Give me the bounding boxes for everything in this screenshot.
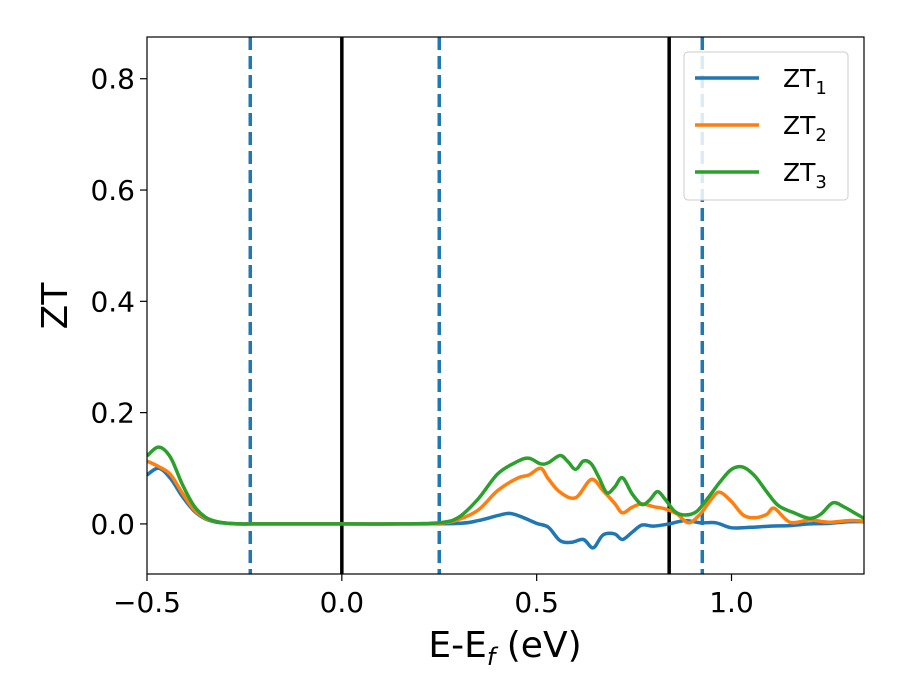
x-tick-label: 1.0 xyxy=(709,586,754,619)
x-axis-label: E-Ef (eV) xyxy=(428,625,581,671)
series-line-zt3 xyxy=(147,445,864,526)
y-tick-label: 0.6 xyxy=(90,174,135,207)
x-tick-label: 0.5 xyxy=(514,586,559,619)
y-tick-label: 0.2 xyxy=(90,397,135,430)
reference-lines xyxy=(248,37,705,574)
x-tick-label: −0.5 xyxy=(113,586,181,619)
legend-label: ZT1 xyxy=(783,64,827,99)
series-lines xyxy=(147,445,864,550)
legend: ZT1 ZT2 ZT3 xyxy=(683,51,849,201)
y-tick-label: 0.4 xyxy=(90,285,135,318)
x-axis-label-unit: (eV) xyxy=(495,625,581,666)
plot-frame xyxy=(146,36,865,575)
legend-item-zt3: ZT3 xyxy=(695,158,827,193)
y-tick-label: 0.8 xyxy=(90,63,135,96)
legend-item-zt2: ZT2 xyxy=(695,111,827,146)
legend-label: ZT2 xyxy=(783,111,827,146)
legend-item-zt1: ZT1 xyxy=(695,64,827,99)
x-axis-label-main: E-E xyxy=(428,625,486,666)
legend-label: ZT3 xyxy=(783,158,827,193)
y-axis-label: ZT xyxy=(35,282,76,330)
x-axis-ticks: −0.5 0.0 0.5 1.0 xyxy=(113,574,754,619)
y-axis-ticks: 0.0 0.2 0.4 0.6 0.8 xyxy=(90,63,147,541)
x-tick-label: 0.0 xyxy=(320,586,365,619)
legend-box xyxy=(683,51,849,201)
y-tick-label: 0.0 xyxy=(90,508,135,541)
